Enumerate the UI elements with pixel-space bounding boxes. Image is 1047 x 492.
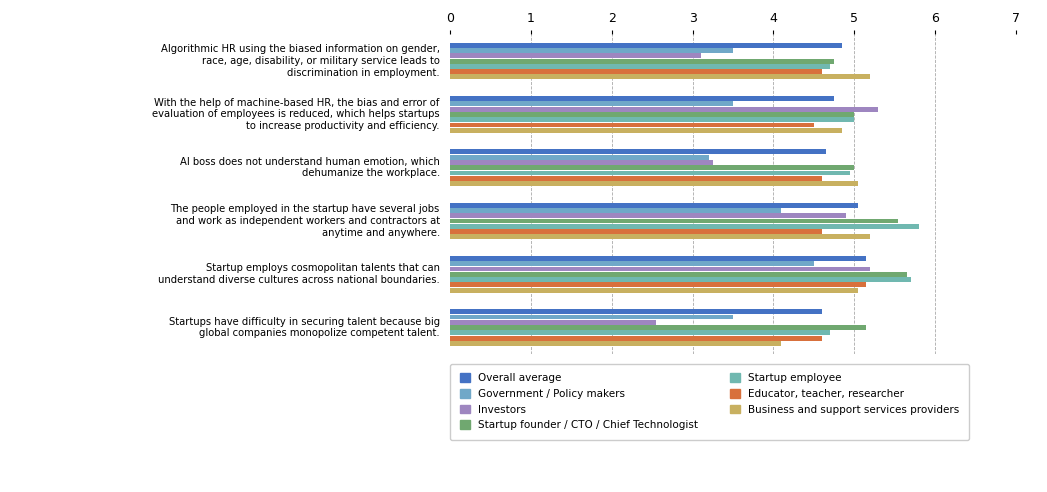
Bar [450,325,866,330]
Bar [450,314,733,319]
Bar [450,288,859,293]
Bar [450,43,842,48]
Bar [450,272,907,277]
Bar [450,74,870,79]
Bar [450,224,918,229]
Bar [450,261,814,266]
Bar [450,59,833,63]
Bar [450,96,833,101]
Bar [450,176,822,181]
Bar [450,331,830,335]
Bar [450,229,822,234]
Bar [450,165,854,170]
Bar [450,123,814,127]
Bar [450,208,781,213]
Bar [450,256,866,261]
Bar [450,282,866,287]
Bar [450,69,822,74]
Bar [450,218,898,223]
Bar [450,150,826,154]
Bar [450,112,854,117]
Bar [450,54,700,58]
Bar [450,309,822,314]
Bar [450,267,870,272]
Bar [450,107,878,112]
Bar [450,101,733,106]
Bar [450,336,822,340]
Bar [450,48,733,53]
Bar [450,128,842,133]
Bar [450,181,859,186]
Bar [450,171,850,175]
Bar [450,320,656,325]
Bar [450,117,854,122]
Bar [450,234,870,239]
Bar [450,341,781,346]
Bar [450,154,709,159]
Bar [450,203,859,208]
Bar [450,64,830,69]
Bar [450,160,713,165]
Bar [450,214,846,218]
Legend: Overall average, Government / Policy makers, Investors, Startup founder / CTO / : Overall average, Government / Policy mak… [450,364,968,440]
Bar [450,277,911,282]
